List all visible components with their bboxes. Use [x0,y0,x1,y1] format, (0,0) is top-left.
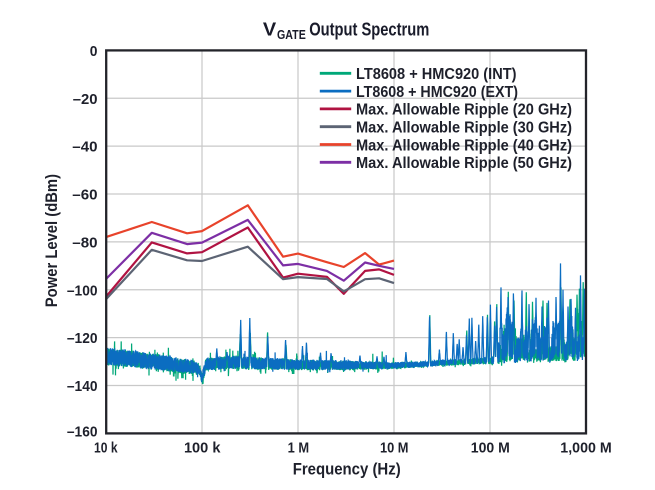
svg-text:–140: –140 [67,378,98,395]
svg-text:V: V [263,19,276,39]
svg-text:–120: –120 [67,330,98,347]
svg-text:Power Level (dBm): Power Level (dBm) [42,174,61,307]
svg-text:–20: –20 [73,91,98,108]
svg-text:1 M: 1 M [288,440,310,457]
svg-text:0: 0 [90,43,98,60]
svg-text:Max. Allowable Ripple (30 GHz): Max. Allowable Ripple (30 GHz) [356,120,572,137]
svg-text:Max. Allowable Ripple (40 GHz): Max. Allowable Ripple (40 GHz) [356,137,572,154]
svg-text:Max. Allowable Ripple (20 GHz): Max. Allowable Ripple (20 GHz) [356,102,572,119]
svg-text:–80: –80 [72,234,97,251]
svg-text:Frequency (Hz): Frequency (Hz) [293,459,401,478]
svg-text:100 M: 100 M [471,440,510,457]
svg-text:100 k: 100 k [184,440,221,457]
svg-text:GATE: GATE [277,28,306,42]
svg-text:–60: –60 [72,187,97,204]
svg-text:10 k: 10 k [94,440,118,457]
svg-text:Max. Allowable Ripple (50 GHz): Max. Allowable Ripple (50 GHz) [356,155,572,172]
svg-text:1,000 M: 1,000 M [560,440,611,457]
svg-text:Output Spectrum: Output Spectrum [309,19,429,39]
svg-text:–160: –160 [67,423,98,440]
svg-text:–100: –100 [67,282,98,299]
svg-text:LT8608 + HMC920 (EXT): LT8608 + HMC920 (EXT) [356,84,518,101]
svg-text:–40: –40 [72,139,97,156]
svg-text:LT8608 + HMC920 (INT): LT8608 + HMC920 (INT) [356,66,517,83]
svg-text:10 M: 10 M [380,440,409,457]
